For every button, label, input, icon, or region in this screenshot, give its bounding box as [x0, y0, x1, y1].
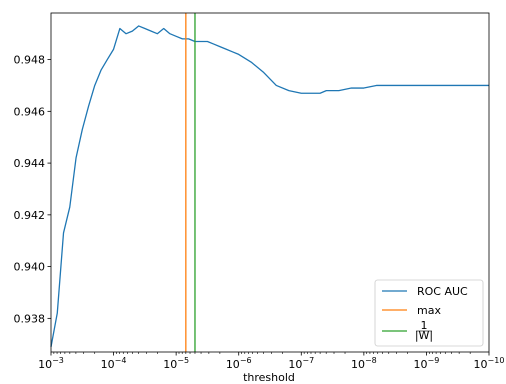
y-tick-label: 0.946 — [14, 105, 46, 118]
x-axis-label: threshold — [243, 371, 295, 384]
x-tick-label: 10−7 — [288, 356, 314, 371]
x-tick-label: 10−4 — [101, 356, 127, 371]
y-tick-label: 0.948 — [14, 54, 46, 67]
series-line-roc-auc — [50, 25, 489, 347]
x-tick-label: 10−5 — [163, 356, 189, 371]
y-tick-label: 0.938 — [14, 312, 46, 325]
x-tick-label: 10−10 — [474, 356, 505, 371]
x-tick-label: 10−9 — [414, 356, 440, 371]
legend-fraction-denominator: |W| — [415, 329, 433, 342]
legend-box — [374, 279, 484, 347]
legend-fraction-numerator: 1 — [421, 319, 428, 332]
y-tick-label: 0.940 — [14, 261, 46, 274]
plot-frame — [50, 12, 490, 353]
legend: ROC AUC max 1|W| — [374, 279, 484, 347]
y-tick-label: 0.942 — [14, 209, 46, 222]
x-axis: 10−3 10−4 10−5 10−6 10−7 10−8 10−9 10−10 — [38, 352, 504, 371]
x-tick-label: 10−6 — [226, 356, 252, 371]
y-axis: 0.938 0.940 0.942 0.944 0.946 0.948 — [14, 54, 51, 325]
legend-entry-roc-auc-label: ROC AUC — [417, 285, 468, 298]
x-tick-label: 10−8 — [351, 356, 377, 371]
x-tick-label: 10−3 — [38, 356, 64, 371]
plot-area — [50, 12, 490, 353]
y-tick-label: 0.944 — [14, 157, 46, 170]
legend-entry-max-label: max — [417, 304, 441, 317]
